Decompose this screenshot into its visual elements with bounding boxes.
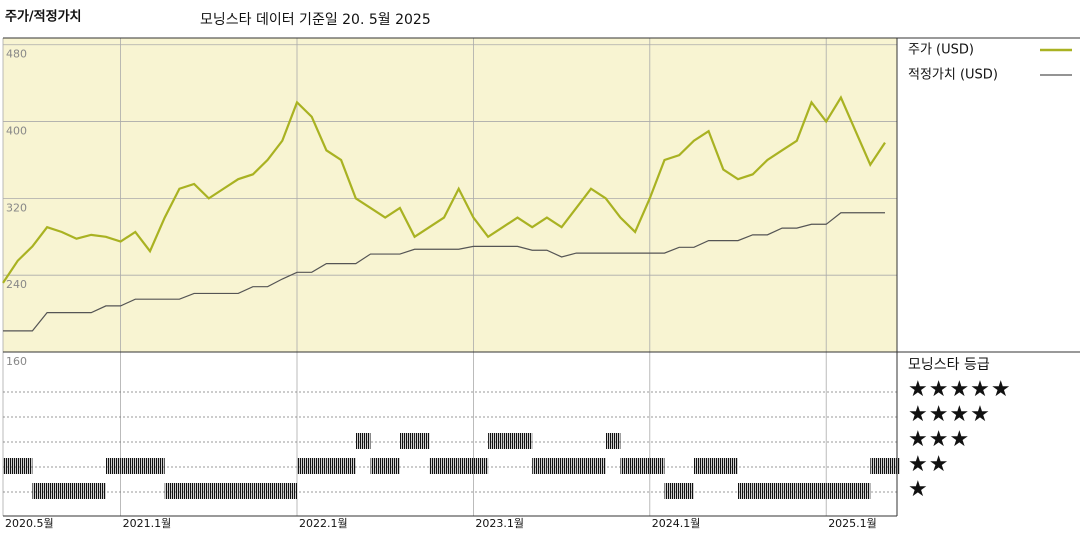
rating-block <box>840 483 856 499</box>
x-tick-label: 2025.1월 <box>828 517 877 530</box>
x-tick-label: 2023.1월 <box>475 517 524 530</box>
rating-block <box>47 483 62 499</box>
rating-block <box>605 433 621 449</box>
series-line <box>3 212 885 332</box>
legend-label: 적정가치 (USD) <box>908 68 998 83</box>
rating-block <box>664 483 680 499</box>
layers: 160 240 320 400 480 2020.5월 2021.1월 2022.1월 2023… <box>2 38 1072 530</box>
rating-block <box>811 483 827 499</box>
y-tick-label: 320 <box>6 201 27 214</box>
series-line <box>2 95 886 284</box>
rating-block <box>620 458 636 474</box>
rating-block <box>885 458 900 474</box>
rating-block <box>855 483 871 499</box>
rating-block <box>591 458 606 474</box>
rating-block <box>723 458 738 474</box>
rating-block <box>120 458 136 474</box>
rating-block <box>17 458 33 474</box>
chart-title: 주가/적정가치 <box>5 9 82 25</box>
rating-label: ★★★ <box>908 427 970 452</box>
rating-block <box>738 483 753 499</box>
rating-block <box>708 458 724 474</box>
rating-block <box>796 483 812 499</box>
rating-block <box>679 483 694 499</box>
rating-block <box>473 458 489 474</box>
rating-block <box>561 458 577 474</box>
rating-title: 모닝스타 등급 <box>908 357 990 373</box>
rating-block <box>444 458 459 474</box>
rating-block <box>194 483 209 499</box>
rating-block <box>532 458 547 474</box>
plot-background <box>3 38 897 352</box>
rating-block <box>223 483 239 499</box>
rating-block <box>76 483 92 499</box>
rating-label: ★★★★★ <box>908 377 1012 402</box>
rating-block <box>208 483 224 499</box>
rating-block <box>150 458 165 474</box>
rating-block <box>135 458 150 474</box>
rating-block <box>61 483 77 499</box>
rating-block <box>870 458 885 474</box>
rating-block <box>282 483 297 499</box>
rating-block <box>488 433 503 449</box>
rating-block <box>3 458 18 474</box>
rating-block <box>693 458 709 474</box>
rating-block <box>297 458 312 474</box>
x-tick-label: 2021.1월 <box>123 517 172 530</box>
rating-block <box>341 458 356 474</box>
rating-block <box>576 458 591 474</box>
rating-block <box>752 483 768 499</box>
rating-block <box>767 483 783 499</box>
rating-block <box>32 483 48 499</box>
rating-block <box>635 458 650 474</box>
rating-block <box>546 458 562 474</box>
rating-block <box>370 458 386 474</box>
x-tick-label: 2022.1월 <box>299 517 348 530</box>
rating-block <box>252 483 268 499</box>
rating-block <box>105 458 121 474</box>
rating-block <box>179 483 195 499</box>
rating-block <box>355 433 371 449</box>
rating-label: ★★ <box>908 452 949 477</box>
y-tick-label: 480 <box>6 48 27 61</box>
rating-block <box>311 458 327 474</box>
rating-block <box>238 483 253 499</box>
rating-block <box>385 458 400 474</box>
legend-label: 주가 (USD) <box>908 43 974 58</box>
rating-block <box>91 483 106 499</box>
rating-label: ★ <box>908 477 929 502</box>
x-tick-label: 2020.5월 <box>5 517 54 530</box>
rating-block <box>649 458 665 474</box>
y-tick-label: 400 <box>6 125 27 138</box>
rating-block <box>326 458 342 474</box>
y-tick-label: 240 <box>6 278 27 291</box>
rating-block <box>517 433 533 449</box>
rating-block <box>458 458 474 474</box>
rating-block <box>502 433 518 449</box>
rating-block <box>399 433 415 449</box>
rating-block <box>429 458 444 474</box>
rating-block <box>164 483 180 499</box>
rating-label: ★★★★ <box>908 402 991 427</box>
chart-subtitle: 모닝스타 데이터 기준일 20. 5월 2025 <box>200 12 431 28</box>
rating-block <box>826 483 841 499</box>
y-tick-label: 160 <box>6 355 27 368</box>
x-tick-label: 2024.1월 <box>652 517 701 530</box>
rating-block <box>782 483 797 499</box>
rating-block <box>267 483 283 499</box>
rating-block <box>414 433 430 449</box>
